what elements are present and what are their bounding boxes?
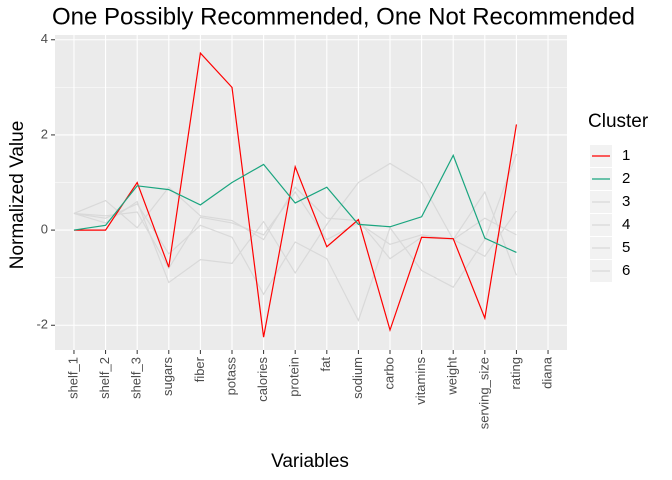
- x-tick-label: sugars: [160, 357, 175, 397]
- x-tick-label: fiber: [192, 356, 207, 382]
- x-tick-label: serving_size: [476, 357, 491, 429]
- y-tick-label: 4: [41, 31, 48, 46]
- x-tick-label: vitamins: [413, 357, 428, 405]
- y-tick-label: 0: [41, 222, 48, 237]
- x-tick-label: calories: [255, 357, 270, 402]
- legend-label: 6: [622, 262, 630, 279]
- x-tick-label: diana: [539, 356, 554, 389]
- series-line: [73, 162, 517, 284]
- chart-title: One Possibly Recommended, One Not Recomm…: [52, 3, 635, 30]
- x-tick-label: carbo: [381, 357, 396, 390]
- legend-label: 5: [622, 239, 630, 256]
- x-tick-label: potass: [223, 357, 238, 396]
- legend-label: 2: [622, 170, 630, 187]
- x-axis-label: Variables: [271, 451, 349, 472]
- legend-title: Cluster: [588, 111, 649, 132]
- x-tick-label: rating: [508, 357, 523, 390]
- y-tick-label: -2: [36, 317, 48, 332]
- series-line: [73, 153, 517, 323]
- x-tick-label: shelf_2: [97, 357, 112, 399]
- y-tick-label: 2: [41, 126, 48, 141]
- y-axis-label: Normalized Value: [7, 121, 28, 270]
- series-line: [73, 186, 517, 276]
- legend-label: 3: [622, 193, 630, 210]
- legend-label: 4: [622, 216, 630, 233]
- series-line: [73, 51, 518, 338]
- x-tick-label: weight: [445, 357, 460, 396]
- x-tick-label: shelf_3: [129, 357, 144, 399]
- x-tick-label: fat: [318, 357, 333, 372]
- x-tick-label: protein: [287, 357, 302, 397]
- legend-label: 1: [622, 147, 630, 164]
- series-line: [73, 153, 517, 254]
- x-tick-label: shelf_1: [65, 357, 80, 399]
- x-tick-label: sodium: [350, 357, 365, 399]
